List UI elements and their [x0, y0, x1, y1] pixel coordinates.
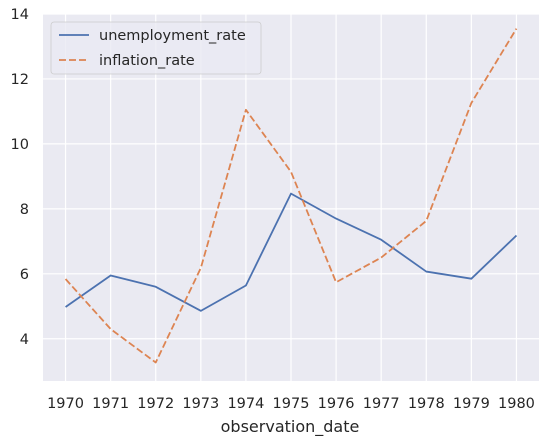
x-tick-label: 1975 — [273, 396, 310, 412]
x-tick-label: 1977 — [363, 396, 400, 412]
x-axis-label: observation_date — [221, 417, 360, 437]
y-tick-labels: 4 6 8 10 12 14 — [11, 7, 29, 348]
x-tick-label: 1970 — [47, 396, 84, 412]
legend-box — [50, 21, 262, 75]
x-tick-label: 1980 — [498, 396, 535, 412]
x-tick-label: 1979 — [453, 396, 490, 412]
y-tick-label: 12 — [11, 72, 29, 88]
y-tick-label: 4 — [20, 332, 29, 348]
y-tick-label: 6 — [20, 267, 29, 283]
legend: unemployment_rate inflation_rate — [50, 21, 262, 75]
legend-label: unemployment_rate — [99, 28, 246, 44]
x-tick-label: 1971 — [92, 396, 129, 412]
x-tick-label: 1974 — [227, 396, 264, 412]
series-line-unemployment-rate — [65, 192, 518, 312]
series-line-inflation-rate — [64, 28, 518, 364]
series-lines — [64, 28, 518, 364]
x-tick-labels: 1970 1971 1972 1973 1974 1975 1976 1977 1978 1979… — [47, 396, 535, 412]
y-tick-label: 14 — [11, 7, 29, 23]
x-tick-label: 1976 — [318, 396, 355, 412]
x-tick-label: 1978 — [408, 396, 445, 412]
x-tick-label: 1972 — [137, 396, 174, 412]
y-tick-label: 10 — [11, 137, 29, 153]
y-tick-label: 8 — [20, 202, 29, 218]
x-tick-label: 1973 — [182, 396, 219, 412]
grid-lines — [43, 13, 539, 381]
legend-label: inflation_rate — [99, 53, 195, 69]
